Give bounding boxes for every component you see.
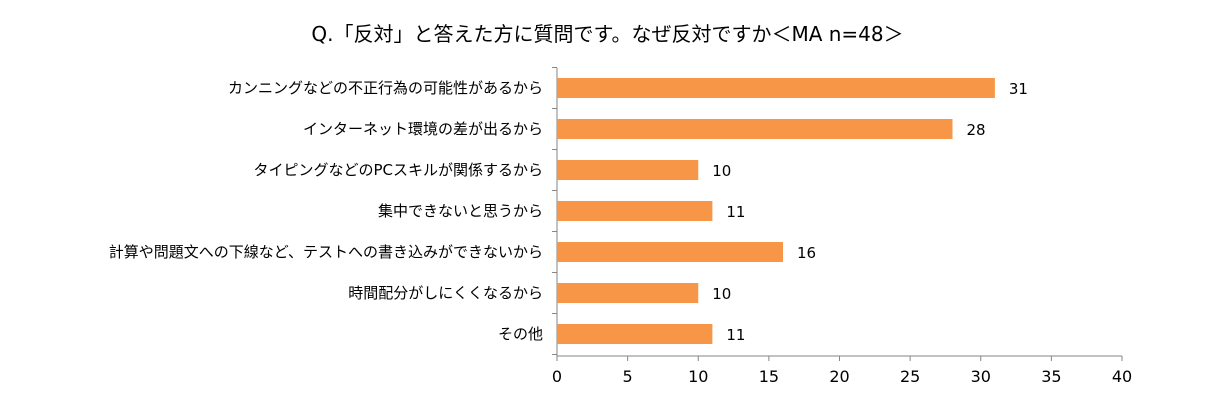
category-label: 計算や問題文への下線など、テストへの書き込みができないから	[109, 243, 543, 261]
category-label: インターネット環境の差が出るから	[303, 120, 543, 138]
category-label: タイピングなどのPCスキルが関係するから	[253, 161, 543, 179]
x-tick-label: 15	[759, 367, 779, 386]
data-label: 10	[712, 162, 731, 180]
bar[interactable]	[557, 242, 783, 262]
bar[interactable]	[557, 160, 699, 180]
bar[interactable]	[557, 119, 953, 139]
x-tick-label: 25	[900, 367, 920, 386]
x-tick-label: 10	[688, 367, 708, 386]
data-label: 31	[1009, 80, 1028, 98]
data-label: 16	[797, 244, 816, 262]
x-tick-label: 35	[1041, 367, 1061, 386]
bar[interactable]	[557, 201, 713, 221]
data-label: 10	[712, 285, 731, 303]
x-tick-label: 5	[623, 367, 633, 386]
x-tick-label: 20	[829, 367, 849, 386]
category-label: その他	[498, 325, 543, 343]
x-tick-label: 40	[1112, 367, 1132, 386]
x-tick-label: 0	[552, 367, 562, 386]
data-label: 11	[726, 326, 745, 344]
x-tick-label: 30	[971, 367, 991, 386]
bar[interactable]	[557, 283, 699, 303]
data-label: 28	[967, 121, 986, 139]
bar[interactable]	[557, 324, 713, 344]
bar[interactable]	[557, 78, 995, 98]
chart-title: Q.「反対」と答えた方に質問です。なぜ反対ですか＜MA n=48＞	[311, 22, 904, 46]
category-label: 集中できないと思うから	[378, 202, 543, 220]
data-label: 11	[726, 203, 745, 221]
category-label: 時間配分がしにくくなるから	[348, 284, 543, 302]
category-label: カンニングなどの不正行為の可能性があるから	[228, 79, 543, 97]
